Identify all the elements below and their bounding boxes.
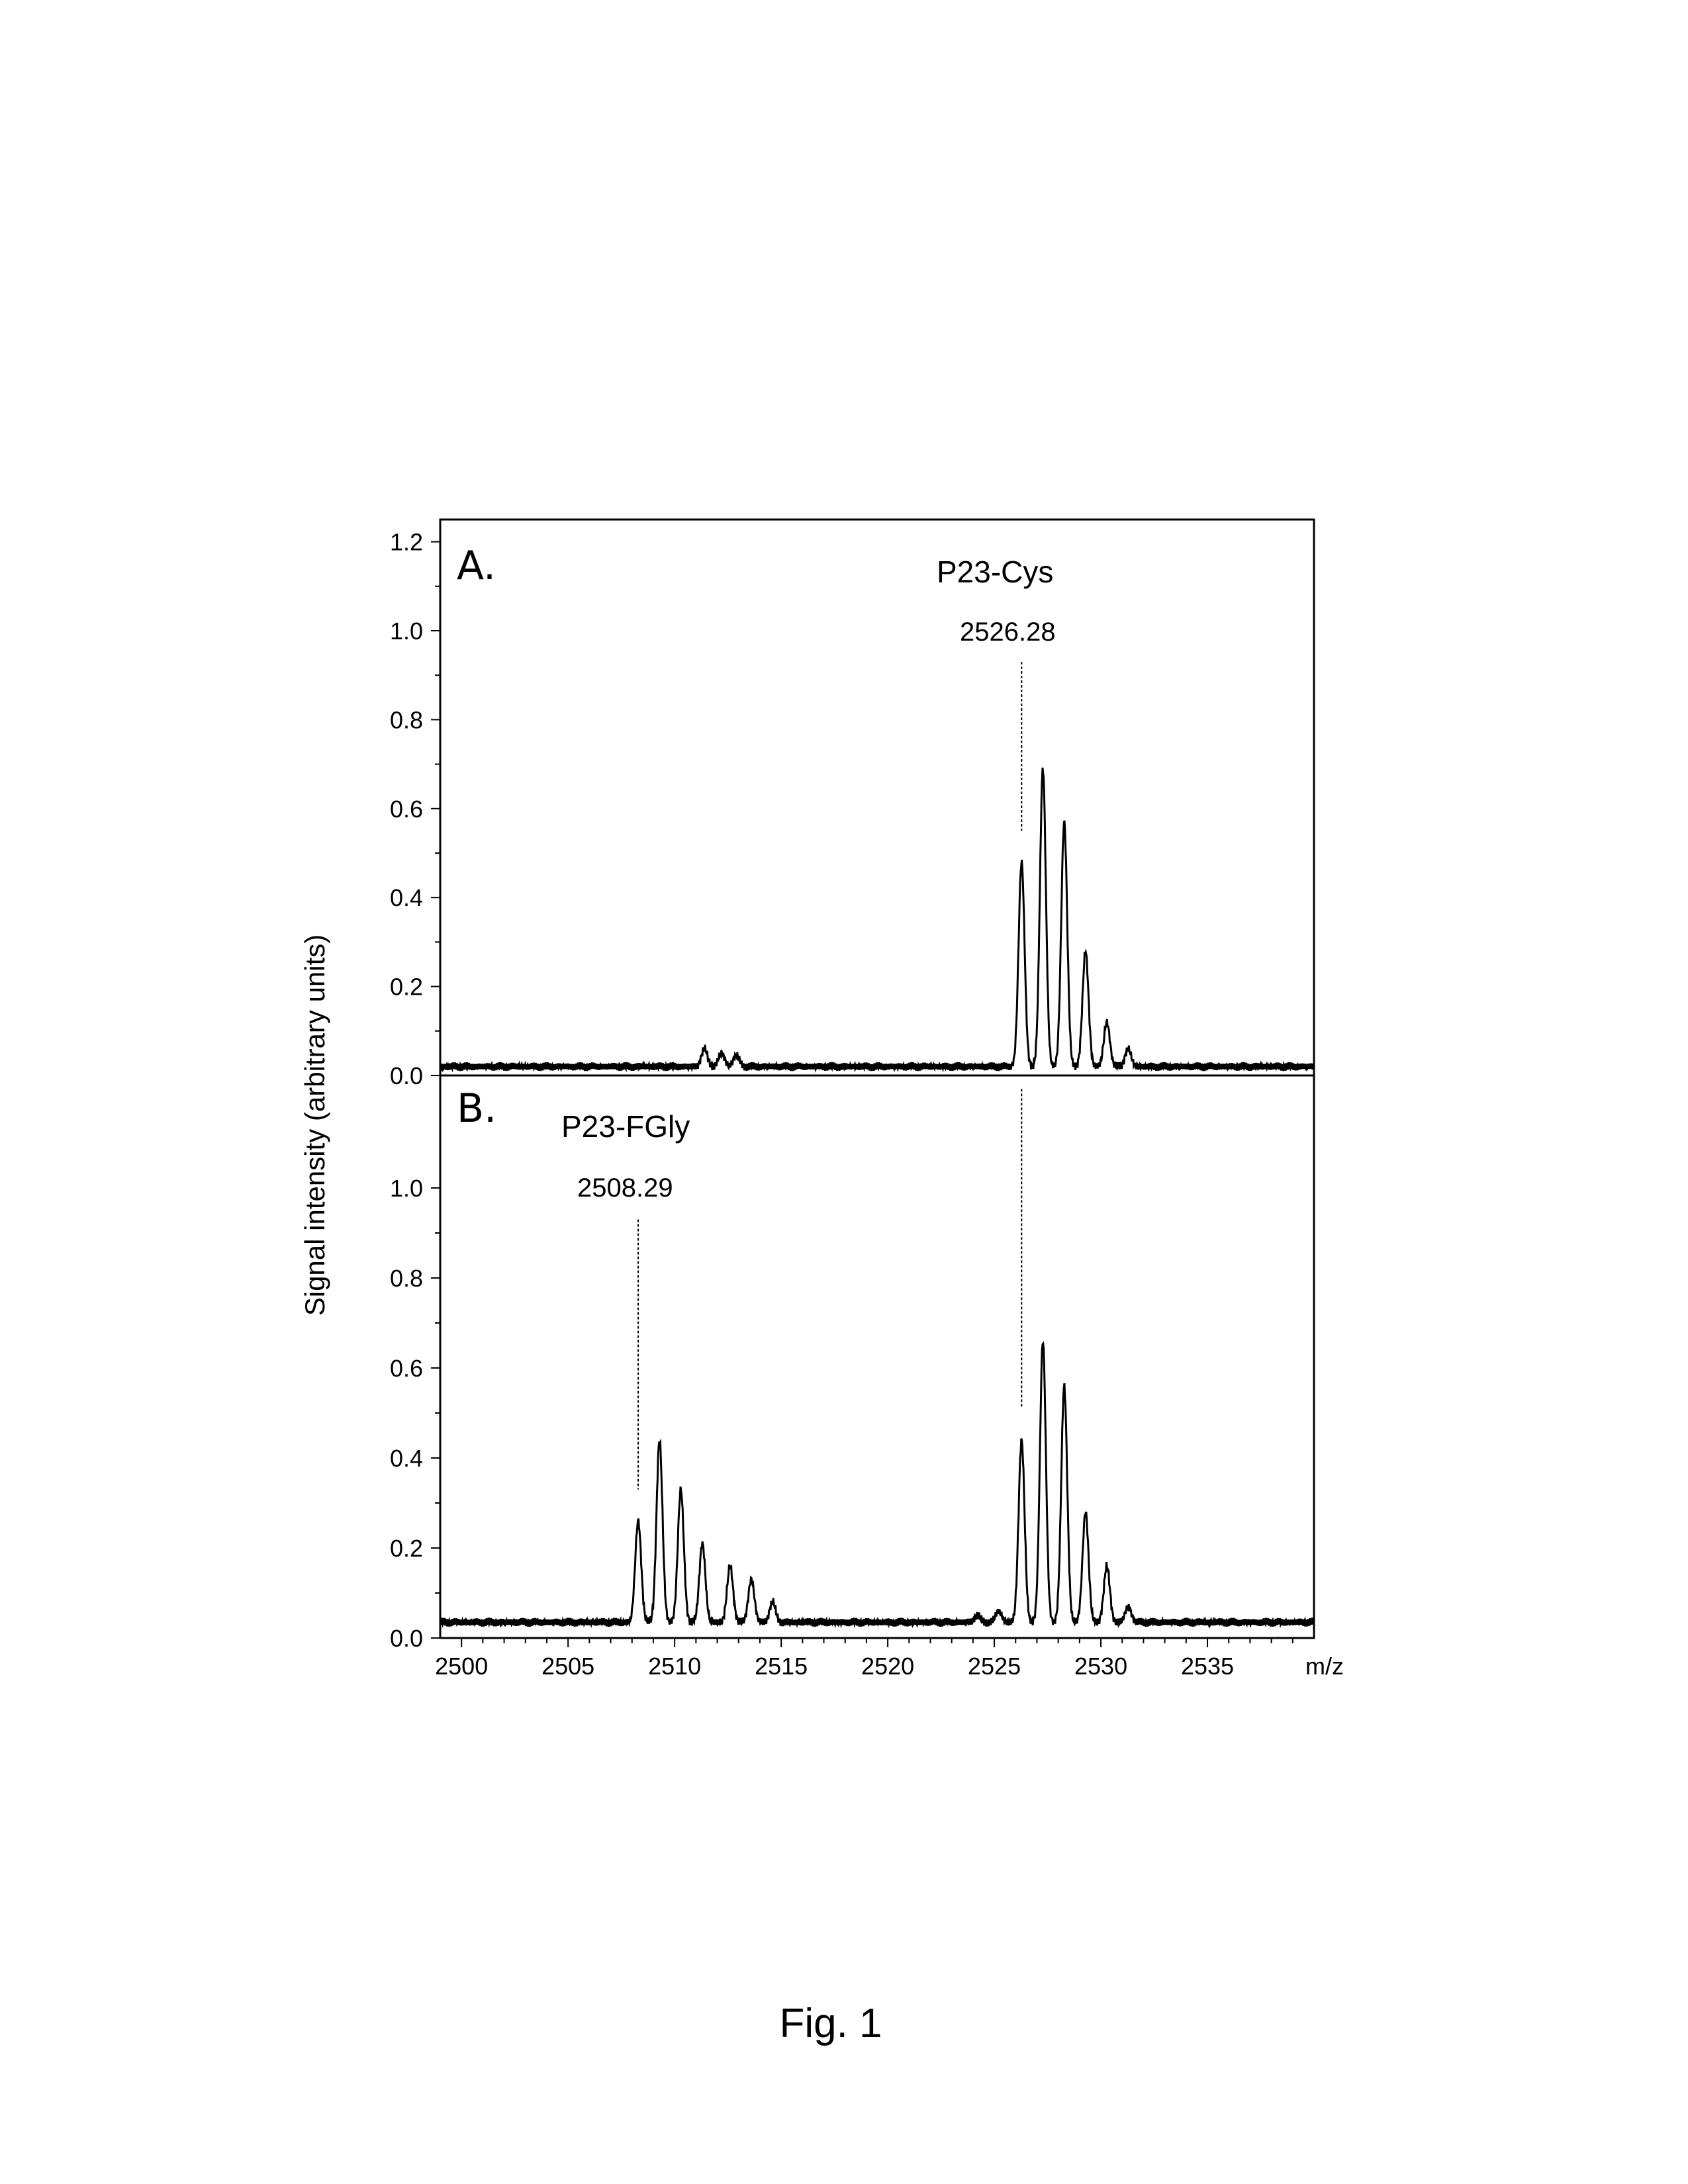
panel-a-y-tick-label: 1.0 [390,617,423,645]
panel-a-y-tick-label: 1.2 [390,529,423,556]
panel-b-spectrum-line [440,1343,1314,1627]
x-tick-label: 2515 [755,1653,808,1680]
x-tick-label: 2530 [1074,1653,1127,1680]
panel-a-label: A. [457,543,496,589]
panel-b-y-tick-label: 0.6 [390,1355,423,1382]
panel-a-y-tick-label: 0.2 [390,974,423,1001]
x-tick-label: 2535 [1181,1653,1234,1680]
panel-a-y-tick-label: 0.6 [390,796,423,823]
panel-b-peak-mass: 2508.29 [577,1173,673,1203]
panel-a-peak-name: P23-Cys [937,555,1053,589]
panel-a-y-tick-label: 0.4 [390,884,423,911]
panel-b: 0.00.20.40.60.81.0 250025052510251525202… [390,1075,1344,1680]
x-tick-label: 2510 [648,1653,701,1680]
panel-a: 0.0 0.2 0.4 0.6 0.8 1.0 1.2 A. P23-Cys 2526.28 [390,520,1314,1089]
panel-b-frame [440,1075,1314,1638]
panel-a-y-tick-label: 0.8 [390,706,423,733]
panel-b-y-tick-label: 0.8 [390,1265,423,1292]
panel-b-y-tick-label: 0.2 [390,1535,423,1562]
panel-a-y-ticks: 0.0 0.2 0.4 0.6 0.8 1.0 1.2 [390,529,440,1089]
panel-a-y-tick-label: 0.0 [390,1062,423,1089]
panel-a-spectrum-line [440,768,1314,1071]
x-axis-title: m/z [1305,1653,1344,1680]
panel-b-y-tick-label: 0.0 [390,1625,423,1652]
panel-b-label: B. [457,1085,496,1132]
panel-b-y-tick-label: 1.0 [390,1175,423,1202]
panel-a-peak-mass: 2526.28 [960,617,1056,647]
panel-b-y-ticks: 0.0 0.2 0.4 0.6 0.8 1.0 [390,1175,440,1652]
x-tick-label: 2525 [968,1653,1021,1680]
figure-caption: Fig. 1 [779,2001,882,2046]
y-axis-title: Signal intensity (arbitrary units) [299,934,330,1316]
panel-b-peak-name: P23-FGly [561,1109,690,1144]
panel-b-y-tick-label: 0.4 [390,1445,423,1472]
panel-a-frame [440,520,1314,1075]
x-tick-label: 2505 [541,1653,594,1680]
x-tick-label: 2500 [435,1653,488,1680]
panel-b-x-ticks: 2500 2505 2510 2515 2520 2525 2530 2535 [435,1638,1293,1680]
x-tick-label: 2520 [861,1653,914,1680]
